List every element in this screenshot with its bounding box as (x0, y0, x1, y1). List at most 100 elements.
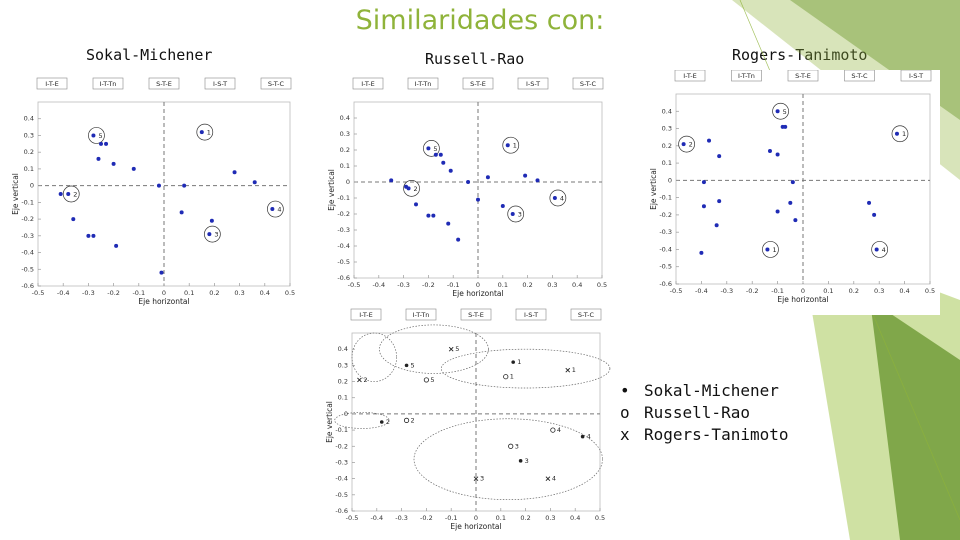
x-tick-label: 0.5 (597, 281, 607, 289)
data-point-label: 5 (783, 108, 787, 116)
data-point-label: 1 (510, 373, 514, 381)
x-axis-label: Eje horizontal (138, 297, 189, 306)
group-label-box (844, 70, 875, 82)
x-tick-label: 0.3 (545, 514, 555, 522)
data-point (209, 218, 214, 223)
group-label: I-S-T (909, 72, 923, 80)
y-tick-label: 0.3 (662, 125, 672, 133)
data-point-label: 4 (882, 246, 886, 254)
data-point (456, 237, 461, 242)
data-point-label: 1 (513, 142, 517, 150)
legend-symbol: x (620, 425, 630, 444)
data-point (91, 233, 96, 238)
group-label: I-S-T (524, 311, 538, 319)
data-point (91, 133, 96, 138)
y-tick-label: 0.1 (24, 165, 34, 173)
data-point (775, 152, 780, 157)
data-point-highlight-ring (423, 140, 440, 157)
data-point-sokal (404, 363, 409, 368)
cluster-outline (378, 324, 489, 374)
group-label-box (674, 70, 706, 82)
data-point (505, 143, 510, 148)
x-tick-label: 0.5 (595, 514, 605, 522)
y-tick-label: -0.1 (659, 194, 672, 202)
legend: • Sokal-Michener o Russell-Rao x Rogers-Tan… (620, 380, 789, 446)
data-point (446, 221, 451, 226)
group-label: I-T-E (359, 311, 373, 319)
cluster-outline (440, 348, 611, 389)
data-point-label: 4 (277, 206, 281, 214)
data-point-label: 2 (411, 416, 415, 424)
cluster-outline (351, 332, 397, 382)
y-tick-label: 0.1 (662, 159, 672, 167)
y-tick-label: -0.5 (21, 265, 34, 273)
y-tick-label: -0.2 (337, 210, 350, 218)
group-label: I-T-E (45, 80, 59, 88)
group-label-box (407, 77, 439, 90)
group-label-box (462, 77, 494, 90)
y-tick-label: 0.3 (338, 361, 348, 369)
x-tick-label: 0.1 (184, 289, 194, 297)
y-tick-label: 0.4 (338, 345, 348, 353)
data-point-label: 5 (98, 132, 102, 140)
data-point-label: 3 (480, 475, 484, 483)
data-point-highlight-ring (502, 136, 520, 154)
data-point-rogers (448, 346, 454, 352)
x-tick-label: 0.5 (285, 289, 295, 297)
data-point-label: 3 (214, 231, 218, 239)
chart-rogers-tanimoto: -0.5 -0.4 -0.3 -0.2 -0.1 0 0.1 0.2 0.3 0.4 0.5 -0.6… (640, 70, 940, 315)
y-tick-label: 0 (668, 176, 672, 184)
y-tick-label: 0 (346, 178, 350, 186)
x-tick-label: 0.3 (547, 281, 557, 289)
y-tick-label: -0.4 (21, 249, 34, 257)
y-tick-label: -0.4 (659, 245, 672, 253)
x-tick-label: -0.1 (132, 289, 145, 297)
data-point (894, 131, 899, 136)
y-tick-label: -0.6 (659, 280, 672, 288)
data-point (270, 207, 275, 212)
data-point-russell (550, 427, 556, 433)
data-point (86, 233, 91, 238)
legend-item-russell: o Russell-Rao (620, 402, 789, 424)
data-point (252, 180, 257, 185)
data-point (466, 180, 471, 184)
data-point-highlight-ring (62, 185, 80, 203)
data-point (182, 183, 187, 188)
data-point-label: 4 (552, 475, 556, 483)
group-label: I-T-E (361, 80, 375, 88)
data-point-sokal (379, 420, 384, 424)
group-label-box (460, 308, 492, 321)
group-label: I-S-T (213, 80, 227, 88)
data-point (872, 212, 877, 217)
data-point-rogers (473, 476, 479, 481)
group-label-box (731, 70, 762, 82)
data-point (717, 154, 722, 159)
data-point-highlight-ring (549, 189, 567, 207)
data-point-highlight-ring (772, 102, 789, 120)
x-axis-label: Eje horizontal (450, 522, 501, 531)
x-tick-label: 0 (162, 289, 166, 297)
data-point (681, 142, 686, 147)
data-point-highlight-ring (762, 241, 779, 258)
data-point (874, 247, 879, 252)
group-label-box (148, 77, 180, 90)
data-point (775, 209, 780, 214)
legend-symbol: o (620, 403, 630, 422)
data-point (535, 178, 540, 183)
y-tick-label: -0.1 (335, 426, 348, 434)
y-tick-label: 0.2 (662, 142, 672, 150)
group-label-box (204, 77, 236, 90)
y-tick-label: -0.2 (335, 442, 348, 450)
x-tick-label: 0.2 (849, 287, 859, 295)
y-tick-label: 0 (30, 182, 34, 190)
data-point-highlight-ring (403, 180, 420, 197)
data-point (485, 175, 490, 180)
x-tick-label: -0.3 (82, 289, 95, 297)
data-point (448, 168, 453, 173)
x-tick-label: 0.2 (520, 514, 530, 522)
x-tick-label: -0.2 (420, 514, 433, 522)
y-axis-label: Eje vertical (649, 168, 658, 210)
group-label: I-T-Tn (415, 80, 432, 88)
y-tick-label: -0.6 (21, 282, 34, 290)
x-tick-label: 0 (474, 514, 478, 522)
